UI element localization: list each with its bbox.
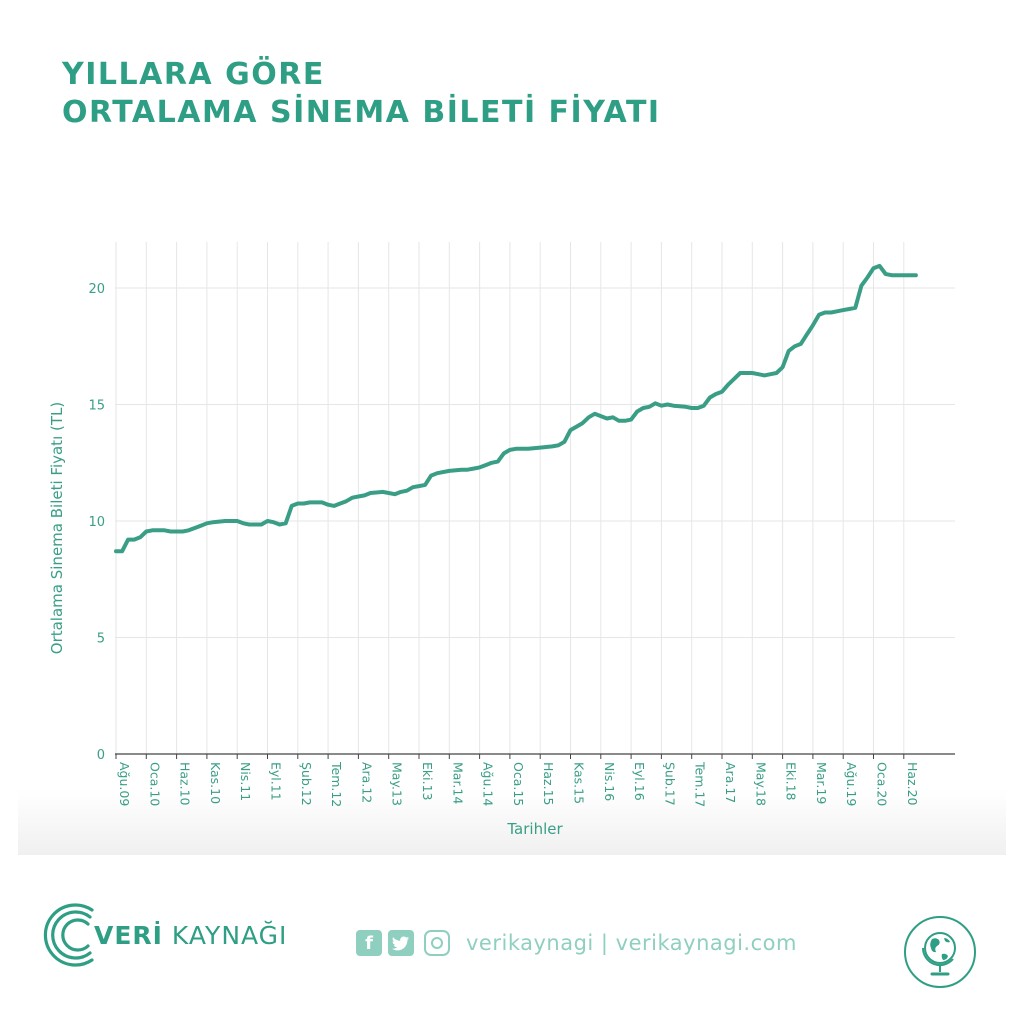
- x-tick-label: Haz.10: [178, 762, 193, 806]
- brand-name-bold: VERİ: [94, 920, 163, 950]
- brand-logo[interactable]: VERİ KAYNAĞI: [40, 900, 287, 970]
- logo-arc-icon: [43, 903, 94, 967]
- y-tick-label: 10: [88, 515, 105, 530]
- x-tick-label: Nis.11: [238, 762, 253, 801]
- plot-panel: 0 5 10 15 20 Ağu.09 Oca.10 Haz.10 Kas.10 Nis.11 Ey…: [18, 200, 1006, 855]
- x-tick-label: Oca.15: [511, 762, 526, 806]
- x-tick-label: Kas.15: [572, 762, 587, 804]
- x-tick-label: Eki.13: [420, 762, 435, 801]
- y-tick-label: 15: [88, 399, 105, 414]
- title-line-1: YILLARA GÖRE: [62, 57, 325, 92]
- y-axis-title: Ortalama Sinema Bileti Fiyatı (TL): [48, 402, 66, 654]
- social-handle[interactable]: verikaynagi | verikaynagi.com: [466, 931, 797, 955]
- x-tick-label: Ara.12: [359, 762, 374, 803]
- x-tick-label: Mar.19: [814, 762, 829, 804]
- x-tick-label: Şub.17: [662, 762, 677, 806]
- x-tick-label: Mar.14: [450, 762, 465, 804]
- x-tick-label: Oca.20: [875, 762, 890, 806]
- x-tick-label: May.18: [753, 762, 768, 806]
- x-tick-label: Tem.17: [693, 761, 708, 807]
- x-tick-label: Eyl.11: [269, 762, 284, 801]
- footer: VERİ KAYNAĞI f verikaynagi | verikaynagi…: [0, 880, 1024, 1024]
- x-tick-label: Ağu.19: [844, 762, 859, 806]
- x-axis-title: Tarihler: [506, 820, 563, 838]
- x-tick-label: Ağu.14: [481, 762, 496, 806]
- x-tick-label: Şub.12: [299, 762, 314, 806]
- globe-icon: [904, 916, 976, 988]
- x-tick-label: Nis.16: [602, 762, 617, 801]
- y-tick-label: 20: [88, 282, 105, 297]
- x-tick-label: May.13: [390, 762, 405, 806]
- x-tick-label: Tem.12: [329, 761, 344, 807]
- line-chart: 0 5 10 15 20 Ağu.09 Oca.10 Haz.10 Kas.10 Nis.11 Ey…: [48, 242, 955, 838]
- twitter-icon[interactable]: [388, 930, 414, 956]
- x-tick-label: Haz.15: [541, 762, 556, 806]
- chart-title: YILLARA GÖRE ORTALAMA SİNEMA BİLETİ FİYA…: [62, 56, 661, 132]
- x-tick-label: Oca.10: [147, 762, 162, 806]
- brand-name: VERİ KAYNAĞI: [94, 921, 287, 950]
- brand-name-rest: KAYNAĞI: [162, 920, 288, 950]
- y-tick-label: 5: [97, 632, 105, 647]
- series-line-0: [114, 263, 918, 554]
- x-tick-label: Eki.18: [784, 762, 799, 801]
- x-tick-label: Haz.20: [905, 762, 920, 806]
- facebook-icon[interactable]: f: [356, 930, 382, 956]
- title-line-2: ORTALAMA SİNEMA BİLETİ FİYATI: [62, 95, 661, 130]
- globe-badge: [902, 914, 978, 990]
- instagram-icon[interactable]: [424, 930, 450, 956]
- x-tick-label: Ağu.09: [117, 762, 132, 806]
- y-tick-label: 0: [97, 748, 105, 763]
- x-tick-label: Kas.10: [208, 762, 223, 804]
- x-tick-label: Ara.17: [723, 762, 738, 803]
- social-links: f verikaynagi | verikaynagi.com: [356, 930, 797, 956]
- x-tick-label: Eyl.16: [632, 762, 647, 801]
